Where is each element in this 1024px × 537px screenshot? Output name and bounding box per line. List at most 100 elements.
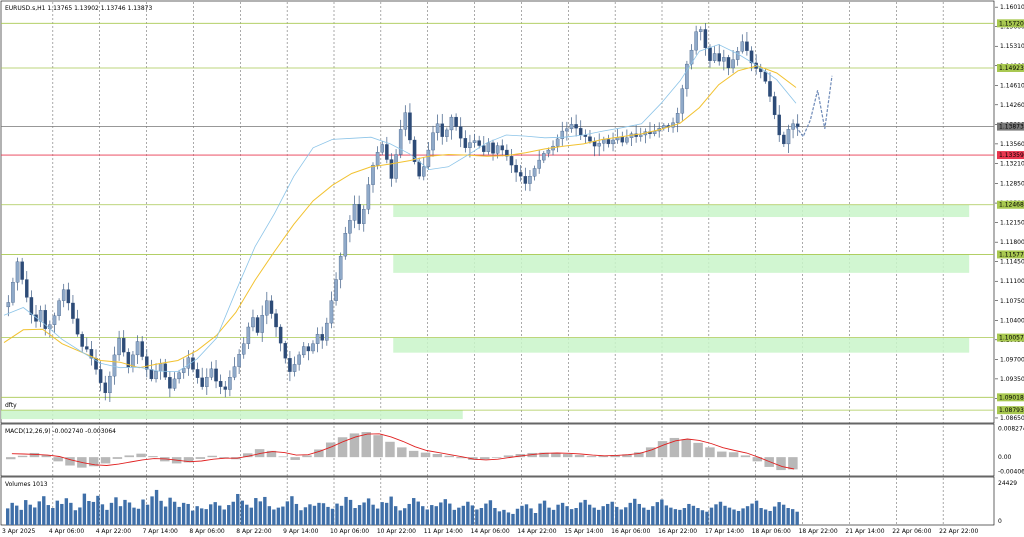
support-zone xyxy=(1,410,463,420)
macd-signal-line xyxy=(11,433,795,470)
support-zone xyxy=(393,204,970,218)
macd-histogram-bar xyxy=(112,457,123,459)
candle-body xyxy=(297,354,301,365)
volume-bar xyxy=(421,506,425,525)
volume-bar xyxy=(506,512,511,525)
candles xyxy=(6,23,800,403)
volume-bar xyxy=(118,506,123,525)
macd-histogram-bar xyxy=(634,452,644,458)
macd-histogram-bar xyxy=(278,456,289,458)
macd-histogram-bar xyxy=(397,447,407,458)
volume-bar xyxy=(100,504,105,525)
chart-header: EURUSD.s,H1 1.13765 1.13902 1.13746 1.13… xyxy=(5,5,152,12)
macd-histogram-bar xyxy=(53,457,63,462)
volume-bar xyxy=(592,507,596,525)
macd-histogram-bar xyxy=(17,455,28,458)
level-tag xyxy=(997,19,1024,28)
macd-histogram-bar xyxy=(124,455,134,458)
volume-bar xyxy=(330,508,335,525)
volume-bar xyxy=(348,499,353,525)
candle-body xyxy=(66,289,71,304)
volume-bar xyxy=(790,509,795,525)
volume-bar xyxy=(407,503,411,525)
price-tick-label: 1.13210 xyxy=(1000,160,1024,167)
volume-bar xyxy=(285,501,290,525)
volume-bar xyxy=(213,502,217,525)
macd-panel[interactable] xyxy=(0,423,995,477)
candle-body xyxy=(57,300,61,316)
candle-body xyxy=(334,279,338,301)
volume-bar xyxy=(520,505,524,525)
price-tick-label: 1.16010 xyxy=(1000,4,1024,11)
price-tick-label: 1.11800 xyxy=(1000,239,1024,246)
candle-body xyxy=(163,363,168,378)
candle-body xyxy=(338,255,343,280)
candle-body xyxy=(61,289,66,301)
volume-bar xyxy=(479,508,484,525)
candle-body xyxy=(269,300,274,314)
level-tag-label: 1.10057 xyxy=(999,335,1024,342)
volume-bar xyxy=(565,506,569,525)
candle-body xyxy=(472,140,477,143)
macd-histogram-bar xyxy=(29,452,40,458)
macd-histogram-bar xyxy=(527,452,537,458)
price-tick-label: 1.11100 xyxy=(1000,278,1024,285)
candle-body xyxy=(209,368,214,378)
candle-body xyxy=(34,314,38,322)
macd-histogram-bar xyxy=(432,454,443,458)
candle-body xyxy=(449,116,454,131)
time-tick-label: 9 Apr 14:00 xyxy=(283,528,318,535)
volume-bar xyxy=(687,503,691,525)
candle-body xyxy=(491,142,495,154)
candle-body xyxy=(311,343,315,352)
macd-histogram-bar xyxy=(681,439,691,458)
candle-body xyxy=(638,134,643,137)
candle-body xyxy=(292,364,297,372)
candle-body xyxy=(168,377,172,389)
volume-bar xyxy=(664,505,669,525)
volume-bar xyxy=(42,496,46,525)
volume-bar xyxy=(768,510,772,525)
candle-body xyxy=(186,357,191,369)
time-axis[interactable]: 3 Apr 2025 4 Apr 06:00 4 Apr 22:00 7 Apr 14… xyxy=(2,528,978,535)
macd-histogram-bar xyxy=(361,432,372,458)
volume-bar xyxy=(82,493,87,525)
candle-body xyxy=(228,377,232,390)
volume-bar xyxy=(393,506,398,525)
candle-body xyxy=(172,378,177,389)
level-tag-label: 1.09018 xyxy=(999,394,1024,401)
volume-bar xyxy=(538,503,542,525)
volume-bar xyxy=(511,513,515,525)
candle-body xyxy=(528,176,532,184)
volume-bar xyxy=(551,509,556,525)
candle-body xyxy=(195,369,200,378)
candle-body xyxy=(560,130,565,140)
volume-bar xyxy=(353,508,357,525)
volumes-panel[interactable] xyxy=(0,476,995,526)
volume-bar xyxy=(254,498,258,525)
volume-bar xyxy=(159,500,163,525)
candle-body xyxy=(740,41,745,52)
volume-bar xyxy=(691,505,696,525)
candle-body xyxy=(103,382,108,394)
volume-bar xyxy=(493,508,497,525)
level-tag xyxy=(997,200,1024,209)
price-tick-label: 1.14610 xyxy=(1000,82,1024,89)
candle-body xyxy=(620,137,625,143)
macd-histogram-bar xyxy=(195,457,206,459)
volumes-axis[interactable]: 24429 0 xyxy=(998,480,1017,525)
candle-body xyxy=(352,204,357,221)
volume-bar xyxy=(312,505,317,525)
volume-bar xyxy=(281,506,285,525)
volume-bar xyxy=(222,509,226,525)
candle-body xyxy=(431,132,435,151)
candle-body xyxy=(274,313,278,328)
candle-body xyxy=(735,51,740,60)
candle-body xyxy=(495,145,500,154)
volume-bar xyxy=(181,502,186,525)
price-tick-label: 1.12850 xyxy=(1000,181,1024,188)
macd-histogram-bar xyxy=(65,457,75,466)
candle-body xyxy=(680,88,685,114)
